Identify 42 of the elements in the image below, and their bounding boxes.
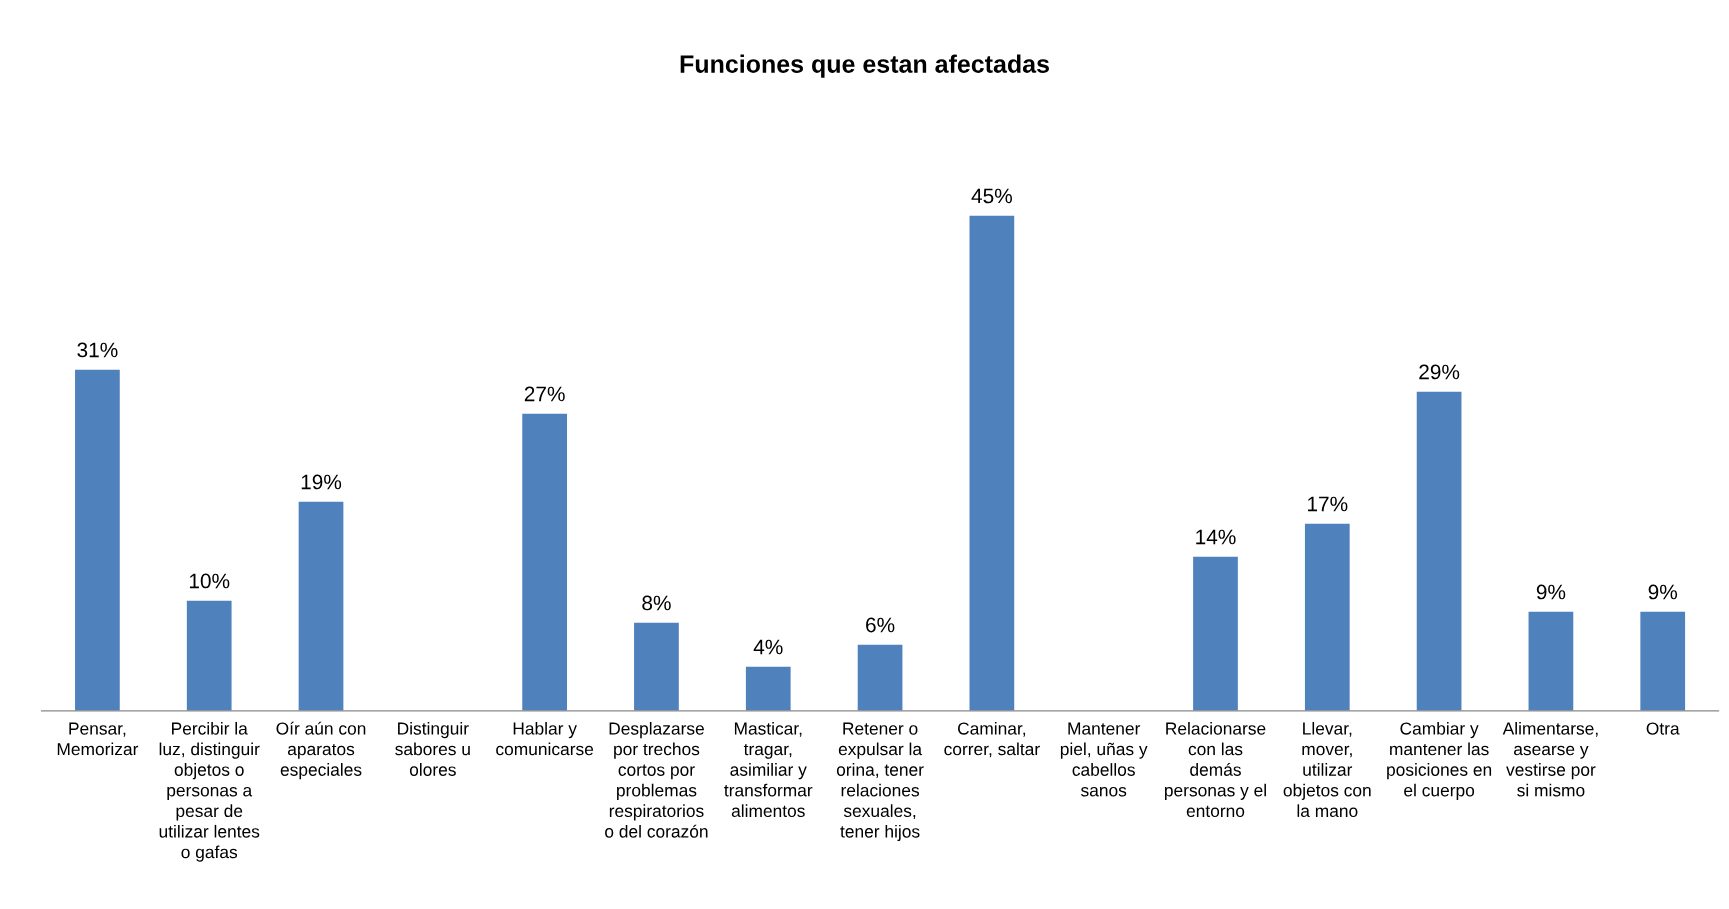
- data-label: 17%: [1308, 496, 1348, 512]
- bar: [745, 666, 791, 711]
- bar: [857, 644, 903, 711]
- data-label: 4%: [753, 639, 783, 655]
- x-tick-label: Distinguir sabores u olores: [395, 721, 470, 776]
- chart-title: Funciones que estan afectadas: [680, 54, 1049, 78]
- x-tick-label: Otra: [1646, 722, 1680, 735]
- bar: [75, 369, 120, 711]
- x-tick-label: Cambiar y mantener las posiciones en el cuerpo: [1387, 721, 1492, 800]
- x-tick-label: Alimentarse, asearse y vestirse por si mismo: [1502, 721, 1598, 797]
- x-tick-label: Hablar y comunicarse: [496, 721, 594, 756]
- data-label: 31%: [77, 342, 118, 358]
- x-tick-label: Retener o expulsar la orina, tener relaciones sexuales, tener hijos: [836, 722, 924, 842]
- data-label: 19%: [301, 474, 342, 490]
- data-label: 29%: [1419, 364, 1460, 380]
- x-tick-label: Llevar, mover, utilizar objetos con la mano: [1283, 721, 1371, 818]
- bar: [1304, 523, 1350, 711]
- x-tick-label: Relacionarse con las demás personas y el entorno: [1164, 721, 1266, 818]
- x-tick-label: Oír aún con aparatos especiales: [276, 721, 366, 780]
- bar: [1528, 611, 1574, 711]
- bar: [969, 215, 1015, 711]
- data-label: 9%: [1648, 584, 1678, 600]
- x-tick-label: Pensar, Memorizar: [57, 722, 139, 756]
- x-tick-label: Caminar, correr, saltar: [944, 721, 1040, 758]
- x-tick-label: Desplazarse por trechos cortos por problemas respiratorios o del corazón: [605, 721, 708, 838]
- bar: [1193, 556, 1238, 711]
- data-label: 6%: [866, 617, 895, 633]
- bar: [1640, 611, 1686, 711]
- data-label: 27%: [524, 386, 565, 402]
- data-label: 8%: [642, 595, 671, 611]
- x-tick-label: Masticar, tragar, asimiliar y transformar alimentos: [724, 721, 813, 818]
- bar: [522, 413, 567, 711]
- bar: [1416, 391, 1462, 711]
- data-label: 10%: [189, 573, 230, 589]
- x-tick-label: Mantener piel, uñas y cabellos sanos: [1060, 722, 1148, 797]
- x-tick-label: Percibir la luz, distinguir objetos o personas a pesar de utilizar lentes o gafas: [159, 721, 260, 862]
- data-label: 14%: [1196, 529, 1236, 545]
- bar: [634, 622, 679, 711]
- data-label: 9%: [1536, 584, 1566, 600]
- bar: [186, 600, 232, 711]
- bar: [298, 501, 344, 711]
- data-label: 45%: [971, 188, 1012, 204]
